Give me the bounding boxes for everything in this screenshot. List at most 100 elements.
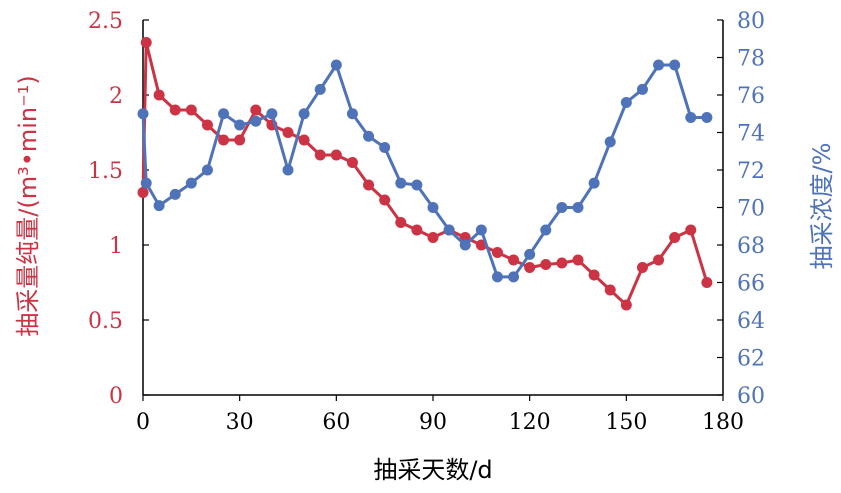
data-point-left (395, 217, 407, 228)
data-point-right (572, 202, 584, 213)
data-point-right (363, 130, 375, 142)
series-line-right (141, 63, 707, 279)
data-point-left (508, 254, 520, 266)
data-point-right (427, 202, 439, 213)
data-point-right (395, 177, 407, 189)
data-point-left (379, 194, 391, 206)
data-point-left (234, 134, 246, 146)
data-point-left (282, 127, 294, 138)
data-point-right (475, 224, 487, 236)
data-point-left (185, 104, 197, 116)
data-point-right (508, 271, 520, 283)
data-point-left (556, 257, 568, 269)
data-point-left (524, 262, 536, 273)
data-point-left (653, 254, 665, 266)
y-right-tick-label: 64 (737, 309, 765, 334)
data-point-left (153, 89, 165, 101)
y-right-tick-label: 62 (737, 347, 765, 372)
data-point-left (314, 149, 326, 161)
x-tick-label: 120 (509, 410, 551, 435)
x-tick-label: 150 (605, 410, 647, 435)
data-point-left (685, 224, 697, 236)
x-tick-label: 180 (702, 410, 744, 435)
x-tick-label: 90 (419, 410, 447, 435)
data-point-left (137, 187, 149, 198)
data-point-right (701, 112, 713, 123)
data-point-right (218, 108, 230, 120)
y-right-tick-label: 80 (737, 9, 765, 34)
data-point-left (540, 259, 552, 270)
y-right-axis-title: 抽采浓度/% (808, 143, 836, 270)
data-point-left (346, 157, 358, 168)
data-point-right (685, 112, 697, 123)
data-point-left (140, 37, 152, 48)
y-right-tick-label: 76 (737, 84, 765, 109)
data-point-left (250, 104, 262, 116)
data-point-right (137, 108, 149, 120)
data-point-right (185, 177, 197, 189)
data-point-left (427, 232, 439, 243)
data-point-left (201, 119, 213, 131)
data-point-left (701, 277, 713, 288)
data-point-right (201, 164, 213, 176)
data-point-left (491, 247, 503, 258)
y-right-tick-label: 60 (737, 384, 765, 409)
x-tick-label: 0 (136, 410, 150, 435)
data-point-left (330, 149, 342, 161)
data-point-left (169, 104, 181, 116)
y-left-tick-label: 1.5 (88, 159, 123, 184)
data-point-right (266, 108, 278, 120)
data-point-right (140, 177, 152, 189)
data-point-left (669, 232, 681, 243)
y-left-ticks: 0 0.5 1 1.5 2 2.5 (88, 9, 149, 409)
data-point-right (234, 119, 246, 131)
data-point-left (298, 134, 310, 146)
data-point-right (169, 188, 181, 200)
data-point-left (588, 269, 600, 281)
y-left-tick-label: 0.5 (88, 309, 123, 334)
data-point-right (556, 202, 568, 213)
data-point-right (604, 136, 616, 148)
y-left-tick-label: 2.5 (88, 9, 123, 34)
y-right-ticks: 60 62 64 66 68 70 72 74 76 78 80 (717, 9, 765, 409)
data-point-right (588, 177, 600, 189)
y-right-tick-label: 74 (737, 122, 765, 147)
y-right-tick-label: 78 (737, 47, 765, 72)
y-right-tick-label: 66 (737, 272, 765, 297)
y-left-tick-label: 1 (109, 234, 123, 259)
data-point-right (330, 59, 342, 71)
data-point-left (604, 284, 616, 296)
data-point-right (636, 83, 648, 95)
data-point-right (653, 59, 665, 71)
x-ticks: 0 30 60 90 120 150 180 (136, 395, 744, 435)
data-point-right (379, 142, 391, 153)
data-point-right (153, 200, 165, 212)
data-point-right (443, 224, 455, 236)
data-point-right (411, 179, 423, 191)
x-axis-title: 抽采天数/d (373, 456, 492, 484)
x-tick-label: 60 (322, 410, 350, 435)
data-point-right (250, 115, 262, 127)
y-right-tick-label: 72 (737, 159, 765, 184)
data-point-right (620, 97, 632, 108)
data-point-right (669, 59, 681, 71)
data-point-right (282, 164, 294, 176)
data-point-left (636, 262, 648, 273)
data-point-right (314, 83, 326, 95)
data-point-right (459, 239, 471, 251)
data-point-right (524, 248, 536, 260)
data-point-left (411, 224, 423, 236)
x-tick-label: 30 (226, 410, 254, 435)
y-right-tick-label: 70 (737, 197, 765, 222)
data-point-right (346, 108, 358, 120)
data-point-right (540, 224, 552, 236)
data-point-right (491, 271, 503, 283)
data-point-left (620, 299, 632, 311)
y-right-tick-label: 68 (737, 234, 765, 259)
y-left-tick-label: 0 (109, 384, 123, 409)
series-line-left (141, 41, 709, 307)
data-point-right (298, 108, 310, 120)
data-point-left (572, 254, 584, 266)
data-point-left (218, 134, 230, 146)
y-left-tick-label: 2 (109, 84, 123, 109)
